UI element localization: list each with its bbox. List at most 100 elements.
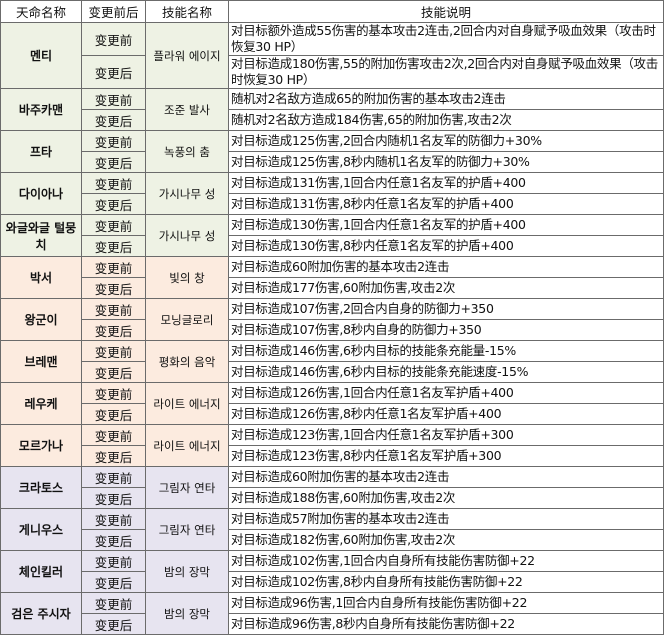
skill-name: 모닝글로리 — [145, 298, 229, 341]
description-before: 对目标造成126伤害,1回合内任意1名友军护盾+400 — [228, 382, 664, 404]
skill-name: 밤의 장막 — [145, 592, 229, 635]
version-label-after: 变更后 — [81, 55, 146, 89]
description-before: 对目标造成60附加伤害的基本攻击2连击 — [228, 256, 664, 278]
description-before: 对目标造成60附加伤害的基本攻击2连击 — [228, 466, 664, 488]
table-row-after: 变更后 对目标造成146伤害,6秒内目标的技能条充能速度-15% — [1, 361, 664, 383]
character-name: 브레맨 — [0, 340, 82, 383]
version-label-after: 变更后 — [81, 235, 146, 257]
table-row-after: 变更后 对目标造成180伤害,55的附加伤害攻击2次,2回合内对自身赋予吸血效果（… — [1, 55, 664, 89]
description-before: 对目标造成102伤害,1回合内自身所有技能伤害防御+22 — [228, 550, 664, 572]
table-row-after: 变更后 对目标造成102伤害,8秒内自身所有技能伤害防御+22 — [1, 571, 664, 593]
description-before: 随机对2名敌方造成65的附加伤害的基本攻击2连击 — [228, 88, 664, 110]
character-name: 프타 — [0, 130, 82, 173]
character-name: 크라토스 — [0, 466, 82, 509]
description-before: 对目标造成57附加伤害的基本攻击2连击 — [228, 508, 664, 530]
skill-name: 조준 발사 — [145, 88, 229, 131]
character-name: 멘티 — [0, 22, 82, 89]
character-name: 바주카맨 — [0, 88, 82, 131]
description-after: 对目标造成123伤害,8秒内任意1名友军护盾+300 — [228, 445, 664, 467]
skill-name: 그림자 연타 — [145, 508, 229, 551]
description-after: 对目标造成177伤害,60附加伤害,攻击2次 — [228, 277, 664, 299]
header-description: 技能说明 — [228, 0, 664, 23]
skill-name: 가시나무 성 — [145, 214, 229, 257]
description-before: 对目标造成107伤害,2回合内自身的防御力+350 — [228, 298, 664, 320]
table-row-after: 变更后 对目标造成130伤害,8秒内任意1名友军的护盾+400 — [1, 235, 664, 257]
version-label-after: 变更后 — [81, 529, 146, 551]
version-label-before: 变更前 — [81, 424, 146, 446]
table-row-before: 게니우스 变更前 그림자 연타 对目标造成57附加伤害的基本攻击2连击 — [0, 508, 664, 551]
table-row-before: 브레맨 变更前 평화의 음악 对目标造成146伤害,6秒内目标的技能条充能量-15% — [0, 340, 664, 383]
table-row-before: 와글와글 털뭉치 变更前 가시나무 성 对目标造成130伤害,1回合内任意1名友军的护… — [0, 214, 664, 257]
character-name: 모르가나 — [0, 424, 82, 467]
description-before: 对目标额外造成55伤害的基本攻击2连击,2回合内对自身赋予吸血效果（攻击时恢复3… — [228, 22, 664, 56]
version-label-before: 变更前 — [81, 172, 146, 194]
table-row-after: 变更后 对目标造成188伤害,60附加伤害,攻击2次 — [1, 487, 664, 509]
character-name: 검은 주시자 — [0, 592, 82, 635]
version-label-before: 变更前 — [81, 592, 146, 614]
table-row-before: 검은 주시자 变更前 밤의 장막 对目标造成96伤害,1回合内自身所有技能伤害防御+2… — [0, 592, 664, 635]
version-label-before: 变更前 — [81, 298, 146, 320]
description-before: 对目标造成125伤害,2回合内随机1名友军的防御力+30% — [228, 130, 664, 152]
description-after: 对目标造成107伤害,8秒内自身的防御力+350 — [228, 319, 664, 341]
skill-name: 빛의 창 — [145, 256, 229, 299]
character-name: 게니우스 — [0, 508, 82, 551]
table-row-before: 프타 变更前 녹풍의 춤 对目标造成125伤害,2回合内随机1名友军的防御力+30% — [0, 130, 664, 173]
skill-name: 평화의 음악 — [145, 340, 229, 383]
table-row-before: 왕군이 变更前 모닝글로리 对目标造成107伤害,2回合内自身的防御力+350 — [0, 298, 664, 341]
version-label-before: 变更前 — [81, 550, 146, 572]
header-row: 天命名称 变更前后 技能名称 技能说明 — [0, 0, 664, 23]
character-name: 레우케 — [0, 382, 82, 425]
version-label-before: 变更前 — [81, 88, 146, 110]
character-name: 박서 — [0, 256, 82, 299]
description-after: 对目标造成182伤害,60附加伤害,攻击2次 — [228, 529, 664, 551]
version-label-before: 变更前 — [81, 508, 146, 530]
version-label-before: 变更前 — [81, 382, 146, 404]
skill-name: 라이트 에너지 — [145, 382, 229, 425]
version-label-before: 变更前 — [81, 466, 146, 488]
table-row-after: 变更后 对目标造成125伤害,8秒内随机1名友军的防御力+30% — [1, 151, 664, 173]
version-label-after: 变更后 — [81, 319, 146, 341]
description-after: 对目标造成131伤害,8秒内任意1名友军的护盾+400 — [228, 193, 664, 215]
table-row-before: 바주카맨 变更前 조준 발사 随机对2名敌方造成65的附加伤害的基本攻击2连击 — [0, 88, 664, 131]
version-label-before: 变更前 — [81, 256, 146, 278]
version-label-before: 变更前 — [81, 214, 146, 236]
skill-name: 그림자 연타 — [145, 466, 229, 509]
version-label-before: 变更前 — [81, 130, 146, 152]
table-row-after: 变更后 对目标造成131伤害,8秒内任意1名友军的护盾+400 — [1, 193, 664, 215]
header-skill: 技能名称 — [145, 0, 229, 23]
table-row-before: 레우케 变更前 라이트 에너지 对目标造成126伤害,1回合内任意1名友军护盾+400 — [0, 382, 664, 425]
version-label-after: 变更后 — [81, 613, 146, 635]
version-label-after: 变更后 — [81, 361, 146, 383]
version-label-after: 变更后 — [81, 151, 146, 173]
header-name: 天命名称 — [0, 0, 82, 23]
description-after: 对目标造成130伤害,8秒内任意1名友军的护盾+400 — [228, 235, 664, 257]
character-name: 와글와글 털뭉치 — [0, 214, 82, 257]
table-row-after: 变更后 对目标造成182伤害,60附加伤害,攻击2次 — [1, 529, 664, 551]
description-after: 对目标造成125伤害,8秒内随机1名友军的防御力+30% — [228, 151, 664, 173]
description-before: 对目标造成130伤害,1回合内任意1名友军的护盾+400 — [228, 214, 664, 236]
description-after: 对目标造成180伤害,55的附加伤害攻击2次,2回合内对自身赋予吸血效果（攻击时… — [228, 55, 664, 89]
table-row-after: 变更后 对目标造成107伤害,8秒内自身的防御力+350 — [1, 319, 664, 341]
skill-name: 녹풍의 춤 — [145, 130, 229, 173]
description-after: 对目标造成146伤害,6秒内目标的技能条充能速度-15% — [228, 361, 664, 383]
table-row-before: 체인킬러 变更前 밤의 장막 对目标造成102伤害,1回合内自身所有技能伤害防御+22 — [0, 550, 664, 593]
table-row-before: 크라토스 变更前 그림자 연타 对目标造成60附加伤害的基本攻击2连击 — [0, 466, 664, 509]
table-row-before: 다이아나 变更前 가시나무 성 对目标造成131伤害,1回合内任意1名友军的护盾+40… — [0, 172, 664, 215]
description-after: 对目标造成126伤害,8秒内任意1名友军护盾+400 — [228, 403, 664, 425]
skill-name: 가시나무 성 — [145, 172, 229, 215]
version-label-before: 变更前 — [81, 22, 146, 56]
table-row-after: 变更后 对目标造成126伤害,8秒内任意1名友军护盾+400 — [1, 403, 664, 425]
version-label-before: 变更前 — [81, 340, 146, 362]
table-row-after: 变更后 对目标造成96伤害,8秒内自身所有技能伤害防御+22 — [1, 613, 664, 635]
version-label-after: 变更后 — [81, 277, 146, 299]
version-label-after: 变更后 — [81, 193, 146, 215]
header-version: 变更前后 — [81, 0, 146, 23]
description-before: 对目标造成96伤害,1回合内自身所有技能伤害防御+22 — [228, 592, 664, 614]
character-name: 다이아나 — [0, 172, 82, 215]
version-label-after: 变更后 — [81, 445, 146, 467]
version-label-after: 变更后 — [81, 571, 146, 593]
description-before: 对目标造成131伤害,1回合内任意1名友军的护盾+400 — [228, 172, 664, 194]
skill-name: 라이트 에너지 — [145, 424, 229, 467]
description-before: 对目标造成123伤害,1回合内任意1名友军护盾+300 — [228, 424, 664, 446]
description-after: 对目标造成96伤害,8秒内自身所有技能伤害防御+22 — [228, 613, 664, 635]
